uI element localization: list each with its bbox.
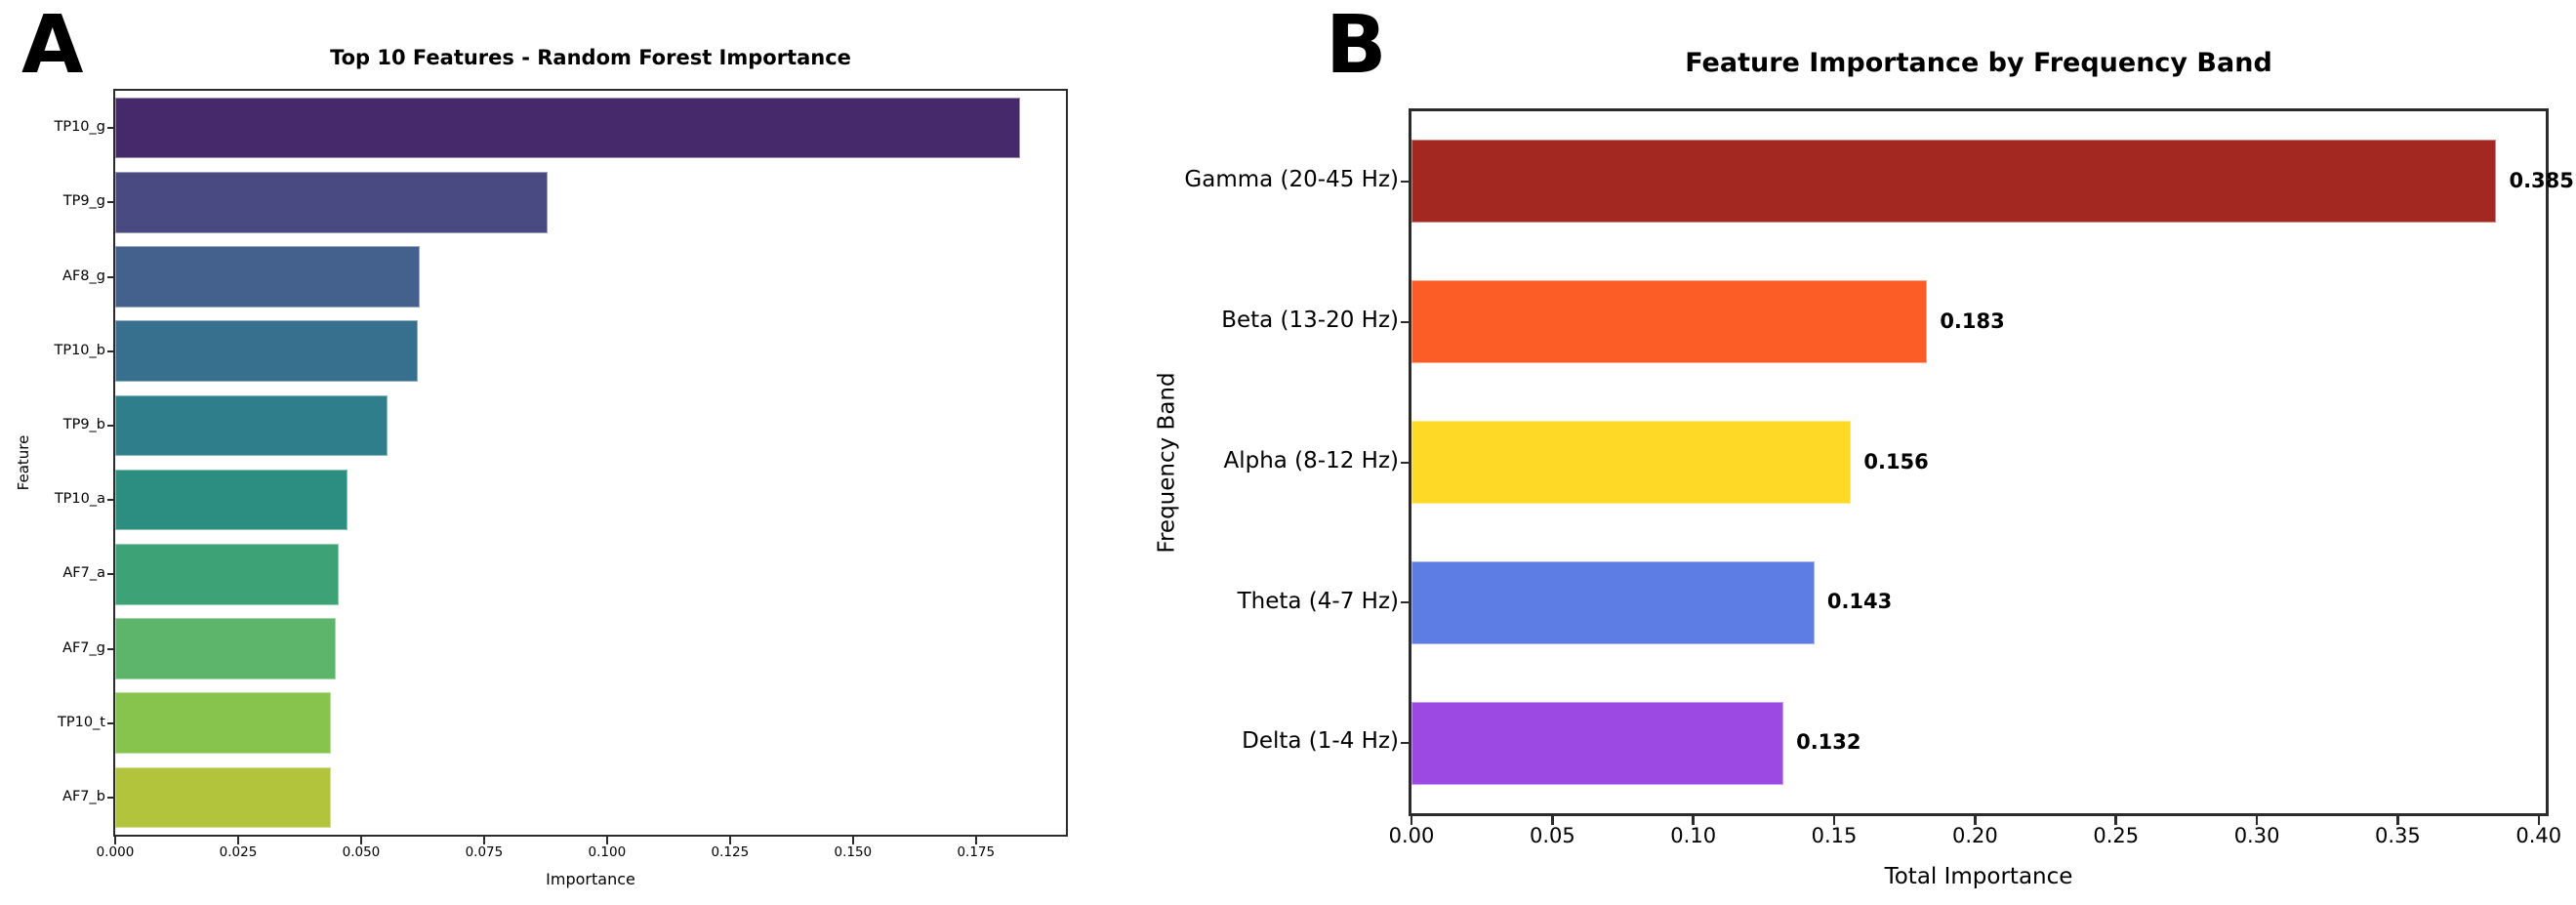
y-tick (1401, 180, 1409, 183)
y-tick (107, 350, 113, 352)
y-tick (107, 201, 113, 204)
bar-value-label: 0.143 (1826, 590, 1893, 614)
category-label: AF7_a (62, 565, 105, 582)
chart-a-y-axis-label: Feature (14, 434, 32, 491)
bar-value-label: 0.156 (1863, 449, 1929, 473)
x-tick (482, 837, 485, 844)
x-tick-label: 0.000 (96, 844, 135, 860)
x-tick (974, 837, 977, 844)
x-tick (1551, 816, 1554, 825)
category-label: TP10_t (58, 714, 105, 730)
x-tick-label: 0.10 (1670, 824, 1717, 847)
bar-TP10_b (115, 320, 419, 382)
y-tick (1401, 461, 1409, 464)
x-tick (851, 837, 854, 844)
category-label: TP10_g (54, 119, 105, 136)
x-tick-label: 0.05 (1529, 824, 1575, 847)
x-tick (728, 837, 731, 844)
x-tick (605, 837, 608, 844)
y-tick (1401, 320, 1409, 323)
y-tick (1401, 742, 1409, 745)
x-tick (2537, 816, 2541, 825)
y-tick (107, 127, 113, 130)
x-tick-label: 0.075 (465, 844, 504, 860)
bar-TP10_g (115, 97, 1021, 159)
bar-value-label: 0.183 (1940, 309, 2005, 333)
x-tick-label: 0.100 (588, 844, 627, 860)
category-label: Delta (1-4 Hz) (1242, 728, 1399, 755)
x-tick-label: 0.125 (711, 844, 750, 860)
chart-a-title: Top 10 Features - Random Forest Importan… (330, 46, 851, 69)
category-label: TP9_b (62, 416, 105, 432)
x-tick-label: 0.025 (219, 844, 258, 860)
x-tick (1692, 816, 1695, 825)
x-tick (1410, 816, 1413, 825)
x-tick (236, 837, 239, 844)
x-tick (359, 837, 362, 844)
bar-TP10_a (115, 469, 348, 531)
bar-AF7_a (115, 544, 340, 605)
bar-Theta (4-7 Hz) (1411, 560, 1815, 644)
category-label: TP9_g (62, 193, 105, 210)
bar-AF7_g (115, 618, 336, 679)
chart-b-title: Feature Importance by Frequency Band (1685, 48, 2272, 78)
x-tick-label: 0.00 (1388, 824, 1435, 847)
x-tick-label: 0.40 (2515, 824, 2562, 847)
bar-Beta (13-20 Hz) (1411, 280, 1928, 364)
category-label: Alpha (8-12 Hz) (1223, 447, 1399, 473)
category-label: Gamma (20-45 Hz) (1184, 167, 1399, 193)
y-tick (107, 573, 113, 576)
x-tick-label: 0.35 (2375, 824, 2421, 847)
bar-TP10_t (115, 692, 332, 754)
x-tick-label: 0.175 (957, 844, 996, 860)
panel-letter-b: B (1326, 0, 1386, 92)
bar-TP9_g (115, 172, 549, 233)
x-tick-label: 0.20 (1952, 824, 1998, 847)
x-tick (2396, 816, 2399, 825)
x-tick-label: 0.150 (834, 844, 873, 860)
bar-Alpha (8-12 Hz) (1411, 421, 1852, 504)
category-label: Theta (4-7 Hz) (1237, 588, 1399, 614)
panel-letter-a: A (21, 0, 83, 92)
bar-AF7_b (115, 766, 331, 829)
bar-Gamma (20-45 Hz) (1411, 140, 2497, 224)
bar-Delta (1-4 Hz) (1411, 701, 1784, 785)
x-tick-label: 0.25 (2093, 824, 2140, 847)
category-label: Beta (13-20 Hz) (1221, 308, 1399, 334)
x-tick-label: 0.30 (2233, 824, 2280, 847)
x-tick (2114, 816, 2117, 825)
category-label: AF7_b (62, 788, 105, 804)
category-label: AF8_g (62, 267, 105, 284)
y-tick (107, 721, 113, 724)
y-tick (107, 647, 113, 650)
x-tick-label: 0.050 (342, 844, 381, 860)
x-tick (114, 837, 116, 844)
chart-a-x-axis-label: Importance (546, 870, 635, 888)
y-tick (107, 424, 113, 427)
x-tick (1832, 816, 1836, 825)
y-tick (1401, 601, 1409, 604)
bar-value-label: 0.385 (2509, 168, 2574, 192)
x-tick (1974, 816, 1977, 825)
bar-value-label: 0.132 (1796, 730, 1861, 755)
y-tick (107, 796, 113, 799)
category-label: TP10_b (54, 342, 105, 358)
bar-TP9_b (115, 394, 388, 457)
category-label: TP10_a (54, 491, 105, 508)
y-tick (107, 275, 113, 278)
x-tick-label: 0.15 (1811, 824, 1858, 847)
category-label: AF7_g (62, 639, 105, 656)
x-tick (2255, 816, 2259, 825)
bar-AF8_g (115, 246, 420, 308)
y-tick (107, 499, 113, 502)
chart-b-x-axis-label: Total Importance (1884, 864, 2073, 889)
